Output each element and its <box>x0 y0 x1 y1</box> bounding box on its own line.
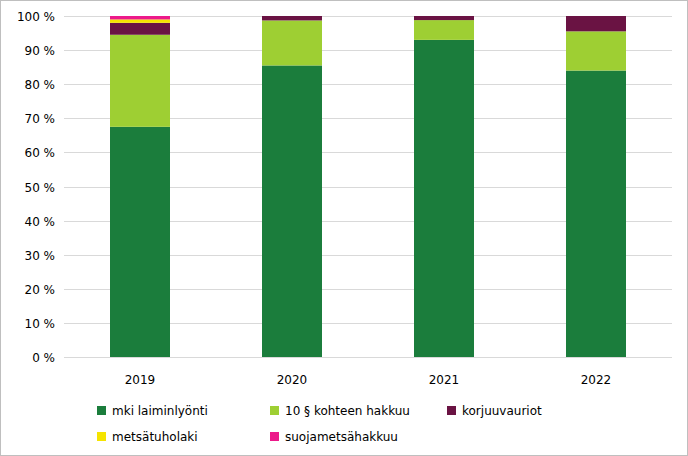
legend-swatch <box>97 432 106 441</box>
bars <box>110 16 626 357</box>
y-tick-label: 20 % <box>25 283 56 297</box>
bar-segment <box>414 20 474 40</box>
y-tick-label: 70 % <box>25 112 56 126</box>
bar-segment <box>262 16 322 17</box>
bar-segment <box>566 16 626 31</box>
y-tick-label: 100 % <box>17 10 55 24</box>
bar-segment <box>262 20 322 65</box>
x-tick-label: 2021 <box>429 373 460 387</box>
y-tick-label: 40 % <box>25 215 56 229</box>
bar-segment <box>110 127 170 357</box>
x-tick-label: 2022 <box>581 373 612 387</box>
chart-border <box>1 1 688 456</box>
bar-segment <box>566 71 626 357</box>
bar-segment <box>566 16 626 17</box>
legend-label: mki laiminlyönti <box>112 404 208 418</box>
bar-segment <box>110 35 170 127</box>
legend-swatch <box>447 406 456 415</box>
bar-segment <box>414 16 474 17</box>
chart: 0 % 10 % 20 % 30 % 40 % 50 % 60 % 70 % 80 % 90 % 1… <box>0 0 688 456</box>
legend-label: 10 § kohteen hakkuu <box>285 404 410 418</box>
legend-swatch <box>270 432 279 441</box>
y-tick-label: 80 % <box>25 78 56 92</box>
y-tick-label: 0 % <box>32 351 55 365</box>
bar-segment <box>414 16 474 20</box>
bar-segment <box>110 23 170 35</box>
bar-segment <box>262 16 322 20</box>
bar-segment <box>566 31 626 70</box>
grid <box>64 17 672 358</box>
y-tick-label: 10 % <box>25 317 56 331</box>
grid-line <box>64 357 672 358</box>
legend-label: korjuuvauriot <box>462 404 542 418</box>
y-tick-label: 90 % <box>25 44 56 58</box>
legend-label: metsätuholaki <box>112 430 198 444</box>
y-tick-label: 50 % <box>25 181 56 195</box>
legend-swatch <box>270 406 279 415</box>
x-axis-line <box>64 357 672 358</box>
legend: mki laiminlyönti 10 § kohteen hakkuu korju… <box>97 404 542 444</box>
bar-segment <box>414 16 474 17</box>
x-tick-label: 2019 <box>125 373 156 387</box>
bar-segment <box>566 16 626 17</box>
bar-segment <box>414 40 474 357</box>
y-tick-label: 30 % <box>25 249 56 263</box>
y-tick-label: 60 % <box>25 146 56 160</box>
bar-segment <box>262 16 322 17</box>
bar-segment <box>110 16 170 19</box>
bar-segment <box>262 65 322 357</box>
legend-label: suojametsähakkuu <box>285 430 398 444</box>
legend-swatch <box>97 406 106 415</box>
bar-segment <box>110 19 170 22</box>
x-tick-label: 2020 <box>277 373 308 387</box>
